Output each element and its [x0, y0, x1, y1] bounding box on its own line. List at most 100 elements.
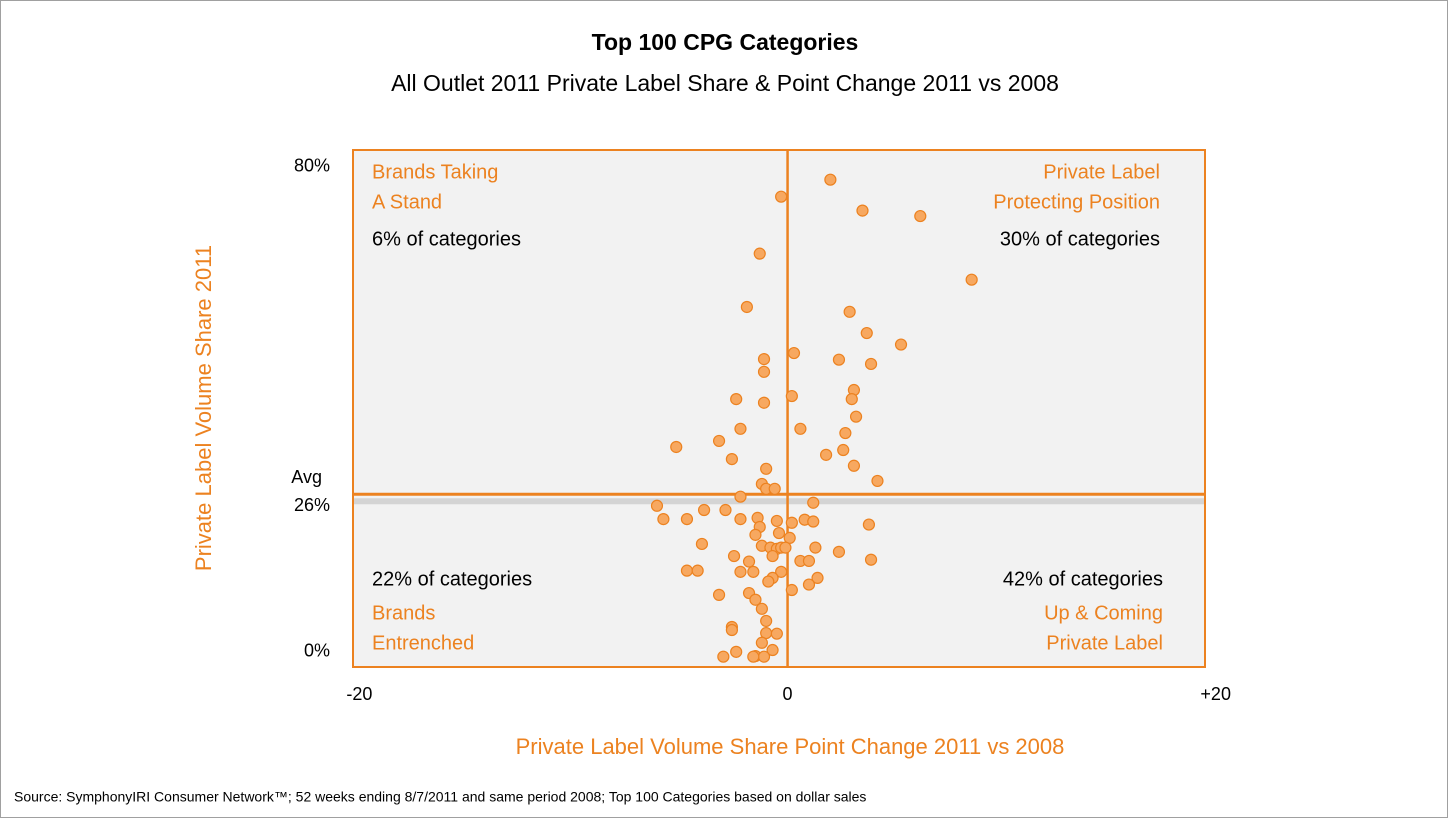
scatter-point — [670, 440, 683, 454]
scatter-point — [760, 462, 773, 475]
chart-subtitle: All Outlet 2011 Private Label Share & Po… — [391, 70, 1059, 96]
scatter-point — [757, 396, 771, 409]
scatter-point — [650, 499, 664, 512]
quadrant-share: 6% of categories — [372, 228, 521, 250]
scatter-point — [749, 528, 762, 541]
scatter-point — [695, 537, 709, 551]
quadrant-title: Brands — [372, 602, 435, 624]
scatter-point — [871, 474, 884, 488]
scatter-point — [740, 300, 753, 314]
plot-area — [353, 150, 1205, 667]
scatter-point — [766, 549, 779, 563]
scatter-point — [845, 393, 858, 406]
scatter-point — [864, 553, 878, 566]
avg-label: Avg — [291, 467, 322, 487]
scatter-point — [832, 353, 846, 366]
scatter-point — [719, 503, 732, 517]
scatter-point — [757, 650, 771, 663]
quadrant-title: Private Label — [1043, 161, 1160, 183]
scatter-point — [755, 602, 768, 615]
scatter-point — [762, 575, 775, 588]
scatter-point — [727, 549, 741, 563]
y-tick-label: 0% — [304, 641, 330, 661]
scatter-point — [839, 426, 852, 440]
y-tick-label: 26% — [294, 495, 330, 515]
x-axis-label: Private Label Volume Share Point Change … — [516, 734, 1065, 759]
scatter-point — [811, 571, 824, 585]
scatter-point — [824, 173, 837, 186]
scatter-point — [856, 204, 869, 217]
scatter-point — [914, 209, 927, 223]
scatter-point — [787, 346, 801, 360]
scatter-point — [849, 410, 863, 423]
scatter-point — [770, 514, 783, 528]
scatter-point — [768, 482, 781, 495]
x-tick-label: +20 — [1200, 684, 1231, 704]
scatter-point — [734, 513, 747, 526]
scatter-point — [807, 496, 820, 509]
quadrant-title: Private Label — [1046, 632, 1163, 654]
scatter-point — [802, 554, 816, 568]
scatter-point — [843, 305, 856, 318]
source-note: Source: SymphonyIRI Consumer Network™; 5… — [14, 789, 866, 805]
scatter-point — [864, 357, 878, 371]
scatter-point — [734, 490, 747, 503]
quadrant-share: 22% of categories — [372, 568, 532, 590]
scatter-point — [680, 564, 694, 577]
scatter-point — [755, 636, 768, 649]
scatter-point — [772, 526, 786, 540]
chart-title: Top 100 CPG Categories — [592, 29, 859, 55]
scatter-point — [760, 614, 773, 628]
scatter-point — [819, 448, 833, 461]
quadrant-share: 30% of categories — [1000, 228, 1160, 250]
scatter-point — [697, 503, 711, 517]
plot-border — [352, 149, 1206, 668]
x-tick-label: 0 — [783, 684, 793, 704]
y-tick-label: 80% — [294, 156, 330, 176]
scatter-point — [757, 353, 771, 366]
scatter-point — [847, 459, 861, 472]
scatter-point — [807, 515, 820, 528]
scatter-point — [734, 422, 747, 435]
scatter-point — [747, 650, 760, 663]
scatter-point — [691, 564, 704, 577]
quadrant-share: 42% of categories — [1003, 568, 1163, 590]
scatter-point — [747, 565, 760, 578]
scatter-point — [725, 623, 739, 637]
scatter-point — [860, 326, 873, 340]
scatter-point — [766, 643, 779, 657]
scatter-point — [657, 513, 670, 526]
quadrant-title: A Stand — [372, 191, 442, 213]
scatter-point — [730, 645, 743, 658]
quadrant-title: Brands Taking — [372, 161, 498, 183]
scatter-point — [712, 588, 726, 601]
quadrant-title: Protecting Position — [993, 191, 1160, 213]
scatter-point — [753, 247, 766, 260]
scatter-point — [894, 338, 908, 351]
scatter-point — [712, 434, 726, 448]
scatter-point — [757, 365, 771, 378]
scatter-point — [775, 565, 788, 578]
scatter-point — [779, 541, 792, 554]
scatter-point — [785, 583, 798, 597]
quadrant-title: Up & Coming — [1044, 602, 1163, 624]
scatter-point — [730, 393, 743, 406]
scatter-point — [785, 389, 798, 403]
scatter-point — [725, 453, 739, 466]
scatter-point — [832, 545, 846, 558]
scatter-point — [749, 593, 762, 606]
scatter-point — [770, 627, 783, 640]
scatter-point — [775, 190, 788, 203]
scatter-point — [794, 422, 807, 435]
scatter-point — [734, 565, 747, 578]
quadrant-title: Entrenched — [372, 632, 474, 654]
scatter-point — [802, 578, 816, 591]
scatter-point — [837, 443, 850, 457]
x-tick-label: -20 — [346, 684, 372, 704]
y-axis-label: Private Label Volume Share 2011 — [191, 245, 216, 571]
scatter-point — [680, 513, 694, 526]
scatter-point — [742, 555, 756, 568]
scatter-point — [809, 541, 822, 554]
scatter-point — [965, 273, 978, 286]
